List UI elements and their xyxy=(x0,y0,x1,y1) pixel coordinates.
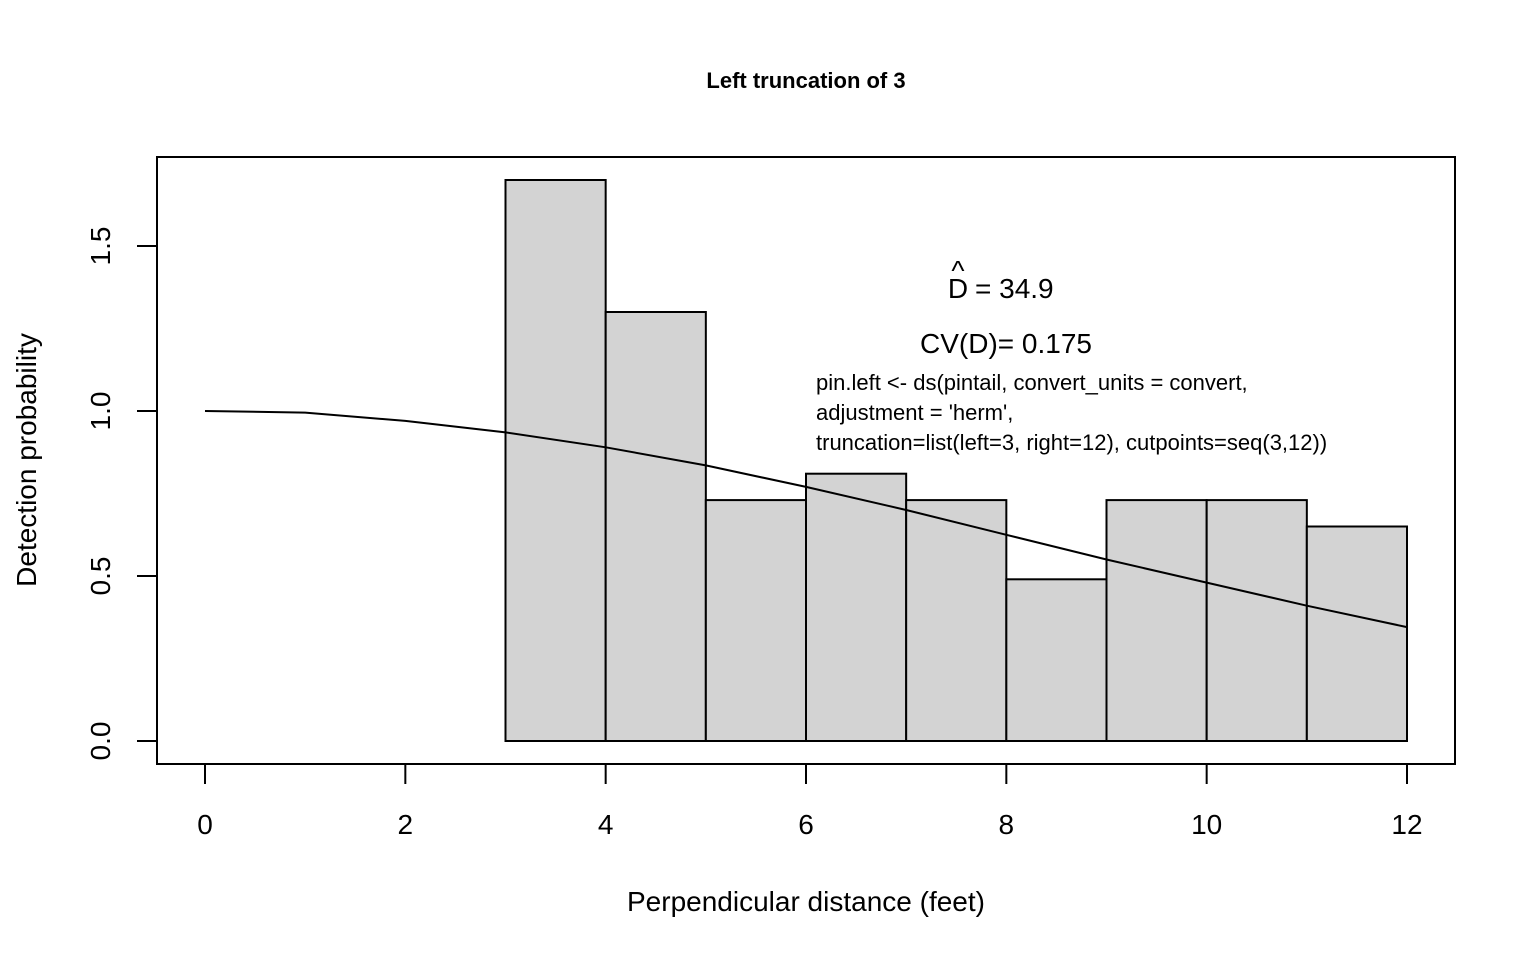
x-tick-label: 4 xyxy=(598,809,614,840)
code-annotation: pin.left <- ds(pintail, convert_units = … xyxy=(816,370,1327,455)
x-tick-label: 2 xyxy=(398,809,414,840)
x-tick-label: 8 xyxy=(999,809,1015,840)
x-tick-label: 10 xyxy=(1191,809,1222,840)
histogram-bar xyxy=(1105,499,1208,742)
x-axis: 0 2 4 6 8 10 12 xyxy=(197,763,1423,840)
y-tick-label: 1.0 xyxy=(85,392,116,431)
histogram-bar xyxy=(1205,499,1308,742)
cv-annotation: CV(D)= 0.175 xyxy=(920,328,1092,359)
histogram-bar xyxy=(1305,525,1409,742)
detection-function-curve xyxy=(204,410,1408,629)
y-tick-label: 0.5 xyxy=(85,557,116,596)
chart-title: Left truncation of 3 xyxy=(706,68,905,93)
x-tick-label: 0 xyxy=(197,809,213,840)
density-hat: ^ xyxy=(951,255,964,286)
y-axis: 0.0 0.5 1.0 1.5 xyxy=(85,227,158,761)
histogram-bar xyxy=(704,499,807,742)
code-line: adjustment = 'herm', xyxy=(816,400,1013,425)
code-line: truncation=list(left=3, right=12), cutpo… xyxy=(816,430,1327,455)
density-symbol: D xyxy=(948,273,968,304)
x-axis-label: Perpendicular distance (feet) xyxy=(627,886,985,917)
y-tick-label: 1.5 xyxy=(85,227,116,266)
histogram-bar xyxy=(805,472,908,742)
y-axis-label: Detection probability xyxy=(11,333,42,587)
density-estimate-annotation: ^ D = 34.9 xyxy=(948,255,1054,304)
x-tick-label: 6 xyxy=(798,809,814,840)
density-value: = 34.9 xyxy=(975,273,1054,304)
y-tick-label: 0.0 xyxy=(85,722,116,761)
histogram-bar xyxy=(604,311,707,742)
histogram-bar xyxy=(905,499,1008,742)
histogram-bar xyxy=(504,179,607,742)
histogram-bars xyxy=(504,179,1409,742)
histogram-bar xyxy=(1005,578,1108,742)
x-tick-label: 12 xyxy=(1391,809,1422,840)
code-line: pin.left <- ds(pintail, convert_units = … xyxy=(816,370,1248,395)
